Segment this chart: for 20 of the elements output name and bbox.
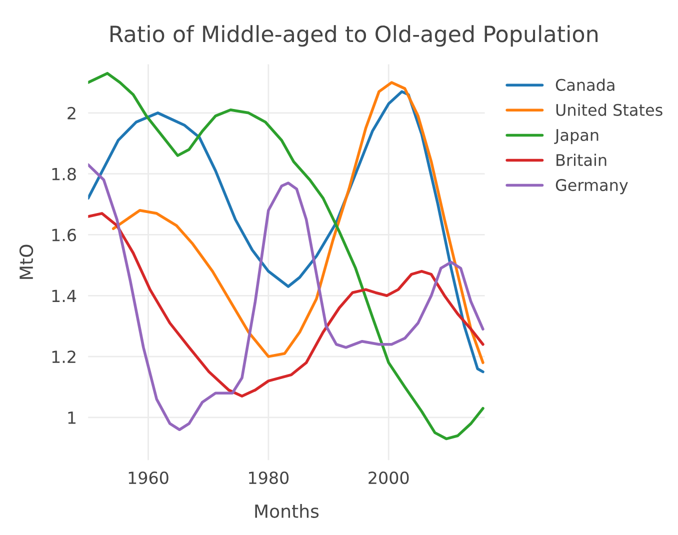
legend-label: Canada — [556, 78, 614, 91]
legend-label: Japan — [554, 129, 598, 144]
y-tick-label: 1.2 — [52, 350, 76, 363]
chart-title: Ratio of Middle-aged to Old-aged Population — [110, 25, 598, 47]
x-axis-title: Months — [255, 504, 319, 518]
x-tick-label: 1980 — [249, 472, 289, 484]
y-tick-label: 1.4 — [52, 290, 76, 302]
y-axis-title: MtO — [19, 244, 34, 279]
legend-label: Britain — [556, 154, 606, 166]
x-tick-label: 1960 — [128, 472, 168, 484]
x-tick-label: 2000 — [368, 472, 409, 484]
y-tick-label: 1.6 — [52, 228, 76, 242]
y-tick-label: 1 — [68, 412, 76, 424]
line-series — [88, 163, 484, 432]
line-series — [88, 72, 484, 440]
y-tick-label: 2 — [68, 106, 76, 120]
legend-label: United States — [556, 104, 662, 116]
y-tick-label: 1.8 — [52, 168, 76, 180]
line-series — [88, 212, 484, 398]
legend-label: Germany — [556, 179, 628, 194]
